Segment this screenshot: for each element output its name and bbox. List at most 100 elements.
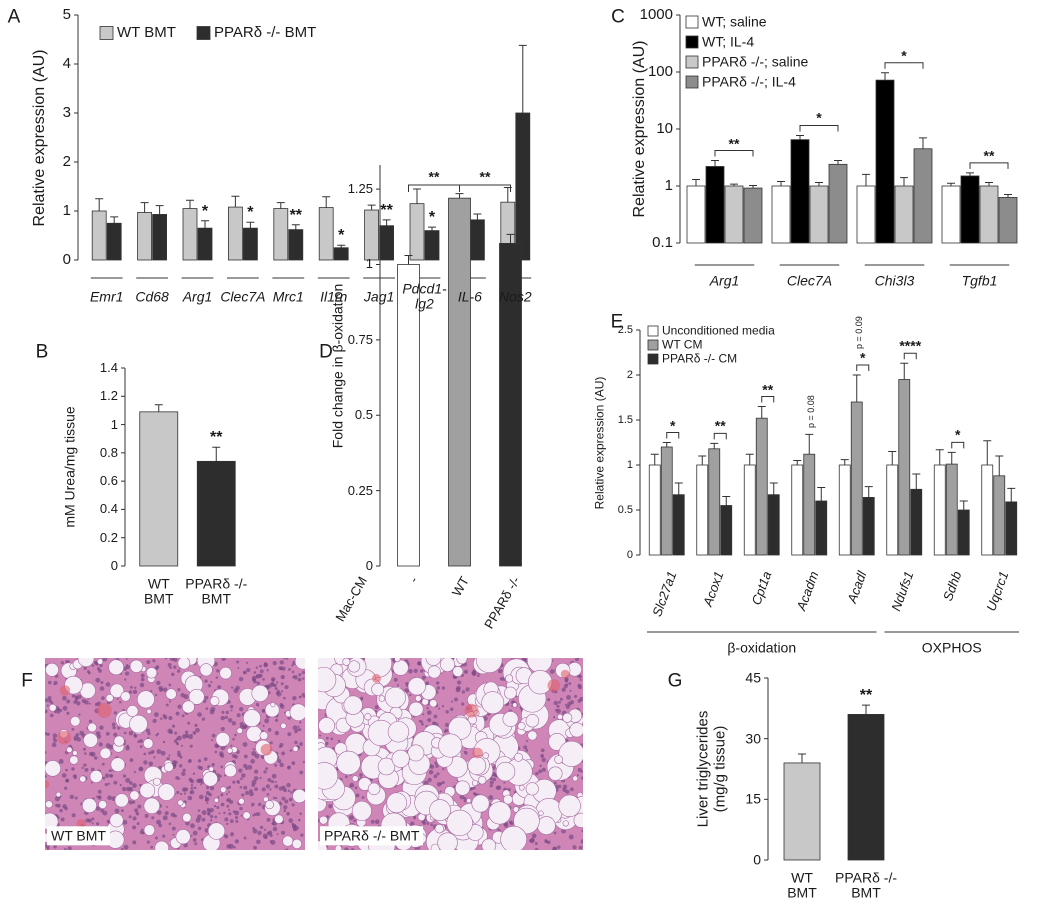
nucleus [79,730,85,736]
nucleus [220,802,225,807]
nucleus [187,795,193,801]
nucleus [243,754,248,759]
nucleus [204,695,209,700]
nucleus [162,740,166,744]
error-bar [793,460,802,465]
y-axis-label: Liver triglycerides (mg/g tissue) [694,710,729,828]
significance-label: * [428,209,436,227]
y-axis-label: mM Urea/mg tissue [61,406,78,528]
nucleus [441,780,445,784]
nucleus [477,674,480,677]
nucleus [96,795,100,799]
x-tick-label: Emr1 [89,288,124,305]
nucleus [47,696,52,700]
nucleus [559,697,564,701]
error-bar [983,440,992,465]
nucleus [454,697,459,702]
lipid-droplet [505,674,514,683]
nucleus [123,731,127,735]
nucleus [299,770,304,775]
lipid-droplet [89,769,103,783]
nucleus [246,667,251,673]
lipid-droplet [219,666,232,680]
nucleus [523,745,528,750]
nucleus [262,724,265,728]
nucleus [214,815,218,819]
nucleus [226,797,232,803]
y-tick-label: 0.25 [347,482,373,498]
lipid-droplet [202,771,218,787]
nucleus [86,670,90,674]
nucleus [64,786,68,790]
lipid-droplet [481,838,497,850]
nucleus [102,776,106,780]
nucleus [463,669,469,675]
nucleus [489,784,493,788]
nucleus [461,690,466,694]
nucleus [432,721,436,726]
nucleus [271,773,277,779]
bar [743,464,756,556]
lipid-droplet [466,798,472,804]
y-tick-label: 0.6 [99,472,118,488]
nucleus [88,702,91,705]
nucleus [564,703,568,706]
nucleus [245,790,250,795]
nucleus [124,671,130,676]
y-tick-label: 2 [626,368,633,381]
nucleus [197,826,202,831]
lipid-droplet [154,840,169,850]
nucleus [171,672,175,677]
nucleus [132,816,137,821]
nucleus [81,698,86,703]
error-bar [650,453,659,465]
nucleus [251,751,257,756]
nucleus [143,760,148,765]
significance-label: ** [728,134,740,151]
y-axis-label: Fold change in β-oxidation [329,283,346,448]
nucleus [255,675,258,678]
nucleus [132,783,137,788]
nucleus [278,786,283,791]
nucleus [246,661,249,664]
legend-swatch [99,26,114,40]
nucleus [71,813,76,818]
nucleus [463,799,467,803]
lipid-droplet [45,662,59,677]
x-tick-label: Il1rn [320,288,348,305]
nucleus [182,768,186,772]
nucleus [144,813,149,818]
x-tick-label: PPARδ -/- BMT [185,575,248,607]
nucleus [45,732,48,736]
nucleus [262,678,265,681]
nucleus [565,789,570,794]
significance-label: ** [428,168,440,185]
nucleus [205,786,210,790]
nucleus [450,707,454,712]
nucleus [156,749,162,754]
panel-letter: C [611,6,625,28]
lipid-droplet [502,711,519,728]
nucleus [139,739,144,743]
nucleus [541,757,546,763]
nucleus [190,834,193,837]
significance-bracket [666,432,680,439]
lipid-droplet [199,663,213,677]
nucleus [291,803,295,807]
error-bar [757,406,766,419]
nucleus [158,823,163,828]
legend-swatch [685,35,699,49]
nucleus [95,822,100,826]
bar [755,417,768,556]
lipid-droplet [109,683,125,698]
error-bar [201,220,209,229]
nucleus [319,734,322,737]
nucleus [570,787,574,792]
nucleus [183,792,187,795]
significance-bracket [884,62,924,69]
nucleus [297,677,302,682]
nucleus [156,680,161,686]
error-bar [862,704,870,715]
nucleus [283,809,287,812]
